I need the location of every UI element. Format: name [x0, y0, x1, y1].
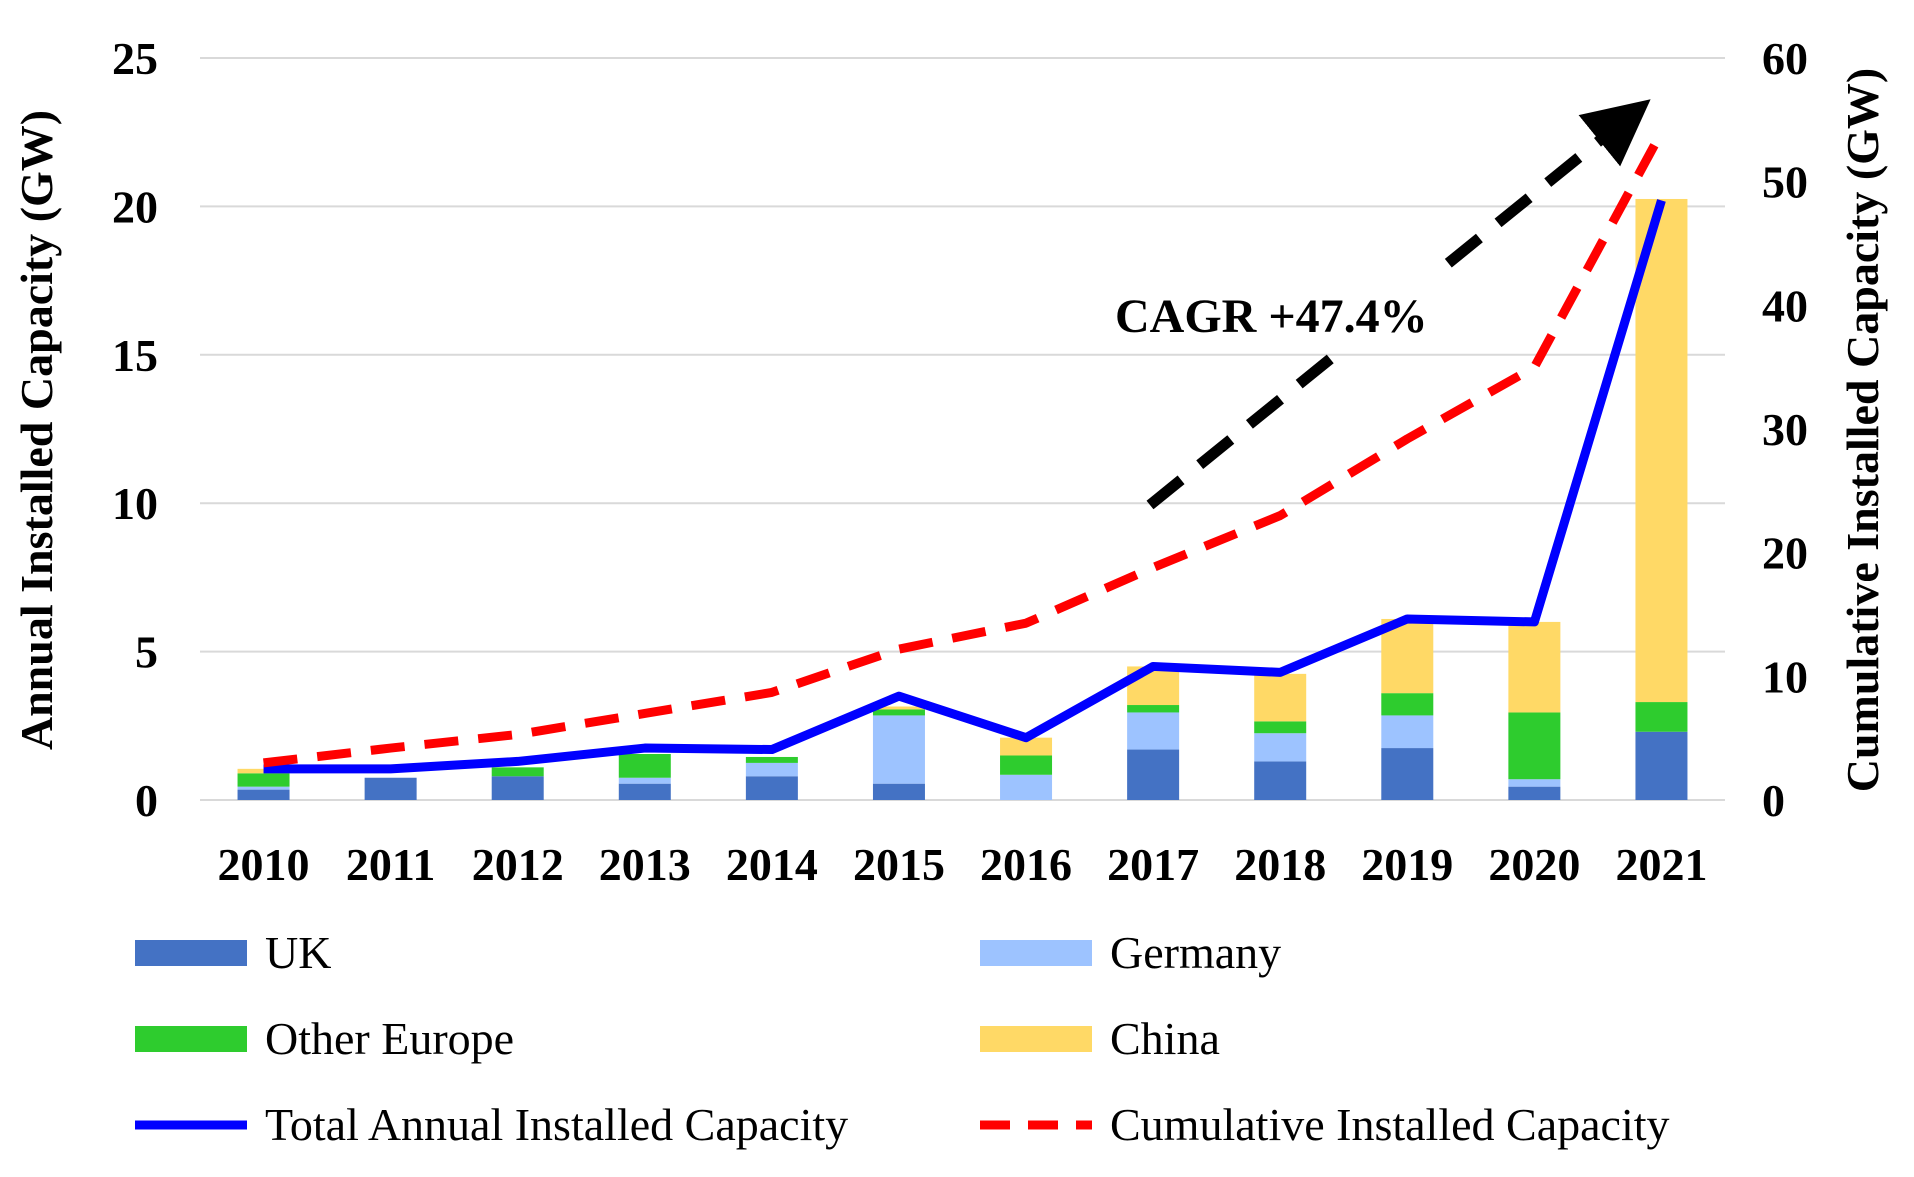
series-lines — [263, 130, 1666, 774]
legend-label: UK — [265, 927, 331, 978]
y-right-tick-label: 60 — [1762, 33, 1808, 84]
x-tick-label: 2012 — [472, 839, 564, 890]
cumulative-line — [263, 130, 1666, 768]
bar-segment — [618, 777, 671, 784]
y-left-tick-label: 0 — [135, 775, 158, 826]
cagr-annotation: CAGR +47.4% — [1090, 99, 1651, 510]
bar-segment — [1000, 737, 1053, 756]
bar-segment — [1508, 786, 1561, 800]
bar-segment — [1254, 721, 1307, 734]
cagr-label: CAGR +47.4% — [1115, 290, 1428, 343]
total-annual-line — [263, 199, 1666, 774]
bar-segment — [1127, 712, 1180, 750]
bar-segment — [1000, 755, 1053, 775]
x-tick-label: 2015 — [853, 839, 945, 890]
x-tick-label: 2016 — [980, 839, 1072, 890]
bar-segment — [872, 715, 925, 784]
legend-label: Cumulative Installed Capacity — [1110, 1099, 1670, 1150]
bar-segment — [237, 773, 290, 787]
bar-segment — [745, 762, 798, 777]
x-tick-label: 2011 — [346, 839, 435, 890]
bar-segment — [1127, 705, 1180, 713]
bar-segment — [872, 709, 925, 716]
x-axis-ticks: 2010 2011 2012 2013 2014 2015 2016 2017 2018 2019… — [218, 839, 1708, 890]
bar-segment — [618, 753, 671, 778]
bar-segment — [1635, 198, 1688, 703]
x-tick-label: 2017 — [1107, 839, 1199, 890]
gridlines — [200, 57, 1725, 801]
y-left-tick-label: 15 — [112, 330, 158, 381]
bar-segment — [872, 706, 925, 710]
bar-segment — [1508, 779, 1561, 787]
bar-segment — [745, 776, 798, 800]
bar-segment — [1381, 715, 1434, 749]
legend: UK Germany Other Europe China Total Annual I… — [135, 927, 1670, 1150]
bar-segment — [491, 767, 544, 777]
bar-segment — [237, 786, 290, 790]
y-left-tick-label: 5 — [135, 627, 158, 678]
x-tick-label: 2021 — [1615, 839, 1707, 890]
x-tick-label: 2018 — [1234, 839, 1326, 890]
cagr-label-background — [1090, 270, 1490, 350]
bar-segment — [1254, 761, 1307, 800]
bar-segment — [1000, 774, 1053, 800]
bar-segment — [237, 789, 290, 800]
bar-segment — [1635, 731, 1688, 800]
bar-segment — [1508, 621, 1561, 713]
y-axis-right-title: Cumulative Installed Capacity (GW) — [1837, 68, 1888, 793]
y-right-tick-label: 0 — [1762, 775, 1785, 826]
y-right-tick-label: 10 — [1762, 651, 1808, 702]
legend-swatch — [980, 940, 1092, 966]
legend-swatch — [135, 1026, 247, 1052]
x-tick-label: 2014 — [726, 839, 818, 890]
cagr-arrow — [1146, 99, 1651, 510]
y-left-tick-label: 20 — [112, 181, 158, 232]
y-left-tick-label: 10 — [112, 478, 158, 529]
y-axis-left-title: Annual Installed Capacity (GW) — [11, 110, 62, 750]
y-right-tick-label: 30 — [1762, 404, 1808, 455]
bar-segment — [1381, 618, 1434, 694]
legend-label: China — [1110, 1013, 1220, 1064]
bar-segment — [1127, 749, 1180, 800]
y-axis-right-ticks: 0 10 20 30 40 50 60 — [1762, 33, 1808, 826]
x-tick-label: 2019 — [1361, 839, 1453, 890]
bar-segment — [491, 776, 544, 800]
bar-segment — [872, 783, 925, 800]
bar-segment — [1381, 693, 1434, 716]
x-tick-label: 2013 — [599, 839, 691, 890]
bar-segment — [1254, 673, 1307, 722]
bar-segment — [1635, 702, 1688, 732]
x-tick-label: 2020 — [1488, 839, 1580, 890]
legend-label: Germany — [1110, 927, 1281, 978]
y-axis-left-ticks: 0 5 10 15 20 25 — [112, 33, 158, 826]
bar-segment — [1254, 733, 1307, 762]
legend-label: Other Europe — [265, 1013, 514, 1064]
bar-segment — [1508, 712, 1561, 780]
y-right-tick-label: 20 — [1762, 528, 1808, 579]
bar-segment — [1381, 748, 1434, 800]
bar-segment — [745, 756, 798, 763]
legend-swatch — [980, 1026, 1092, 1052]
x-tick-label: 2010 — [218, 839, 310, 890]
bar-segment — [618, 783, 671, 800]
bar-segment — [364, 777, 417, 800]
legend-label: Total Annual Installed Capacity — [265, 1099, 848, 1150]
y-right-tick-label: 40 — [1762, 280, 1808, 331]
y-left-tick-label: 25 — [112, 33, 158, 84]
y-right-tick-label: 50 — [1762, 157, 1808, 208]
legend-swatch — [135, 940, 247, 966]
